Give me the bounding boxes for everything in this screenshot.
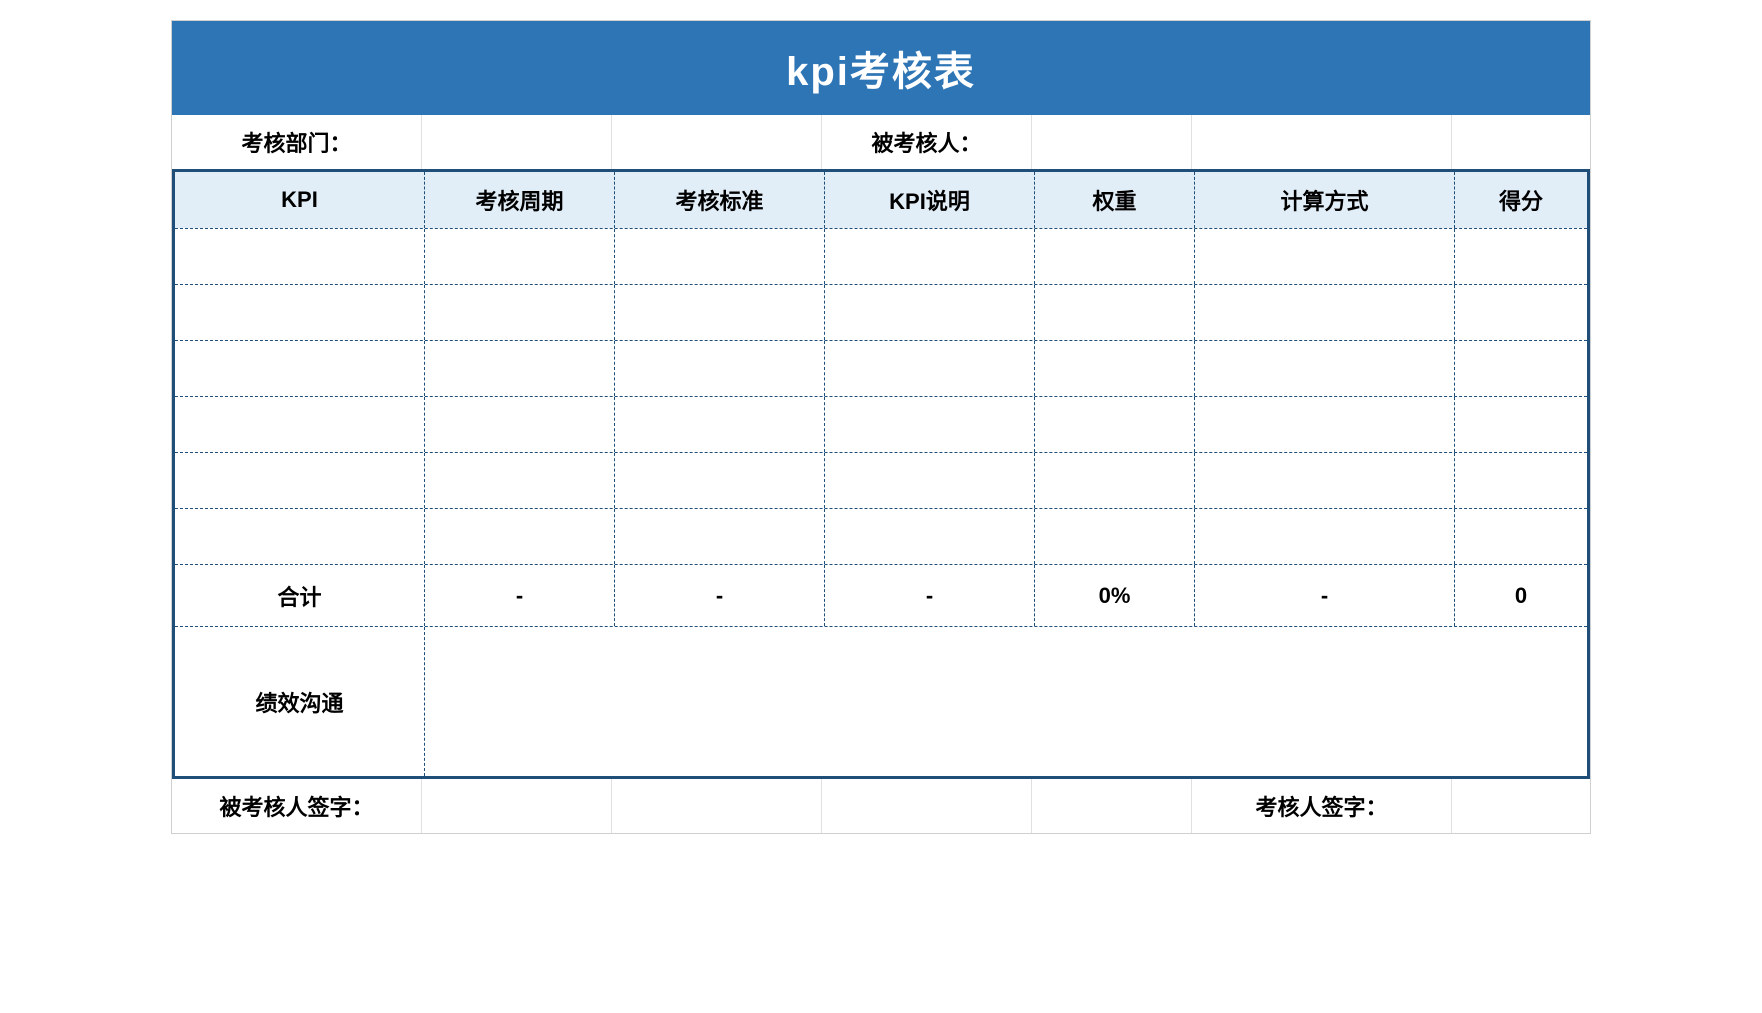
cell[interactable]: [615, 509, 825, 564]
cell[interactable]: [425, 397, 615, 452]
cell[interactable]: [825, 341, 1035, 396]
cell[interactable]: [1035, 341, 1195, 396]
total-desc: -: [825, 565, 1035, 626]
title-bar: kpi考核表: [172, 21, 1590, 115]
cell[interactable]: [175, 341, 425, 396]
data-rows: [175, 228, 1587, 564]
cell[interactable]: [615, 397, 825, 452]
cell[interactable]: [175, 509, 425, 564]
assessor-sign-label: 考核人签字：: [1192, 779, 1452, 833]
cell[interactable]: [425, 453, 615, 508]
cell[interactable]: [1195, 453, 1455, 508]
communication-row: 绩效沟通: [175, 626, 1587, 776]
table-row: [175, 284, 1587, 340]
cell[interactable]: [175, 453, 425, 508]
cell[interactable]: [425, 285, 615, 340]
cell[interactable]: [825, 397, 1035, 452]
col-weight: 权重: [1035, 172, 1195, 228]
signature-row: 被考核人签字： 考核人签字：: [172, 779, 1590, 833]
dept-value[interactable]: [422, 115, 612, 169]
cell[interactable]: [615, 285, 825, 340]
communication-label: 绩效沟通: [175, 627, 425, 776]
cell[interactable]: [1195, 285, 1455, 340]
cell[interactable]: [1455, 229, 1587, 284]
cell[interactable]: [1195, 341, 1455, 396]
table-row: [175, 340, 1587, 396]
total-label: 合计: [175, 565, 425, 626]
col-kpi: KPI: [175, 172, 425, 228]
col-standard: 考核标准: [615, 172, 825, 228]
col-calc: 计算方式: [1195, 172, 1455, 228]
cell[interactable]: [1455, 397, 1587, 452]
cell[interactable]: [1455, 341, 1587, 396]
cell[interactable]: [1195, 229, 1455, 284]
cell[interactable]: [175, 397, 425, 452]
assessee-sign-label: 被考核人签字：: [172, 779, 422, 833]
cell[interactable]: [425, 341, 615, 396]
col-score: 得分: [1455, 172, 1587, 228]
person-label: 被考核人：: [822, 115, 1032, 169]
header-row: KPI 考核周期 考核标准 KPI说明 权重 计算方式 得分: [175, 172, 1587, 228]
table-row: [175, 508, 1587, 564]
meta-blank: [1452, 115, 1590, 169]
cell[interactable]: [615, 229, 825, 284]
total-calc: -: [1195, 565, 1455, 626]
cell[interactable]: [175, 229, 425, 284]
cell[interactable]: [1035, 285, 1195, 340]
cell[interactable]: [825, 285, 1035, 340]
cell[interactable]: [425, 229, 615, 284]
sign-blank-2: [822, 779, 1032, 833]
main-table: KPI 考核周期 考核标准 KPI说明 权重 计算方式 得分 合计 - - - …: [172, 169, 1590, 779]
cell[interactable]: [1455, 453, 1587, 508]
cell[interactable]: [1455, 285, 1587, 340]
cell[interactable]: [1455, 509, 1587, 564]
cell[interactable]: [1195, 509, 1455, 564]
meta-row: 考核部门： 被考核人：: [172, 115, 1590, 169]
assessor-sign-value[interactable]: [1452, 779, 1590, 833]
table-row: [175, 228, 1587, 284]
assessee-sign-value[interactable]: [422, 779, 612, 833]
cell[interactable]: [1035, 453, 1195, 508]
cell[interactable]: [1035, 397, 1195, 452]
sign-blank-1: [612, 779, 822, 833]
cell[interactable]: [175, 285, 425, 340]
col-cycle: 考核周期: [425, 172, 615, 228]
table-row: [175, 452, 1587, 508]
total-cycle: -: [425, 565, 615, 626]
cell[interactable]: [825, 453, 1035, 508]
total-weight: 0%: [1035, 565, 1195, 626]
dept-label: 考核部门：: [172, 115, 422, 169]
cell[interactable]: [425, 509, 615, 564]
title-text: kpi考核表: [786, 50, 976, 94]
col-desc: KPI说明: [825, 172, 1035, 228]
cell[interactable]: [825, 229, 1035, 284]
total-row: 合计 - - - 0% - 0: [175, 564, 1587, 626]
person-value[interactable]: [1032, 115, 1192, 169]
cell[interactable]: [1195, 397, 1455, 452]
cell[interactable]: [825, 509, 1035, 564]
total-standard: -: [615, 565, 825, 626]
total-score: 0: [1455, 565, 1587, 626]
person-value-ext[interactable]: [1192, 115, 1452, 169]
cell[interactable]: [615, 453, 825, 508]
table-row: [175, 396, 1587, 452]
cell[interactable]: [1035, 509, 1195, 564]
cell[interactable]: [615, 341, 825, 396]
cell[interactable]: [1035, 229, 1195, 284]
kpi-sheet: kpi考核表 考核部门： 被考核人： KPI 考核周期 考核标准 KPI说明 权…: [171, 20, 1591, 834]
sign-blank-3: [1032, 779, 1192, 833]
communication-value[interactable]: [425, 627, 1587, 776]
dept-value-ext[interactable]: [612, 115, 822, 169]
